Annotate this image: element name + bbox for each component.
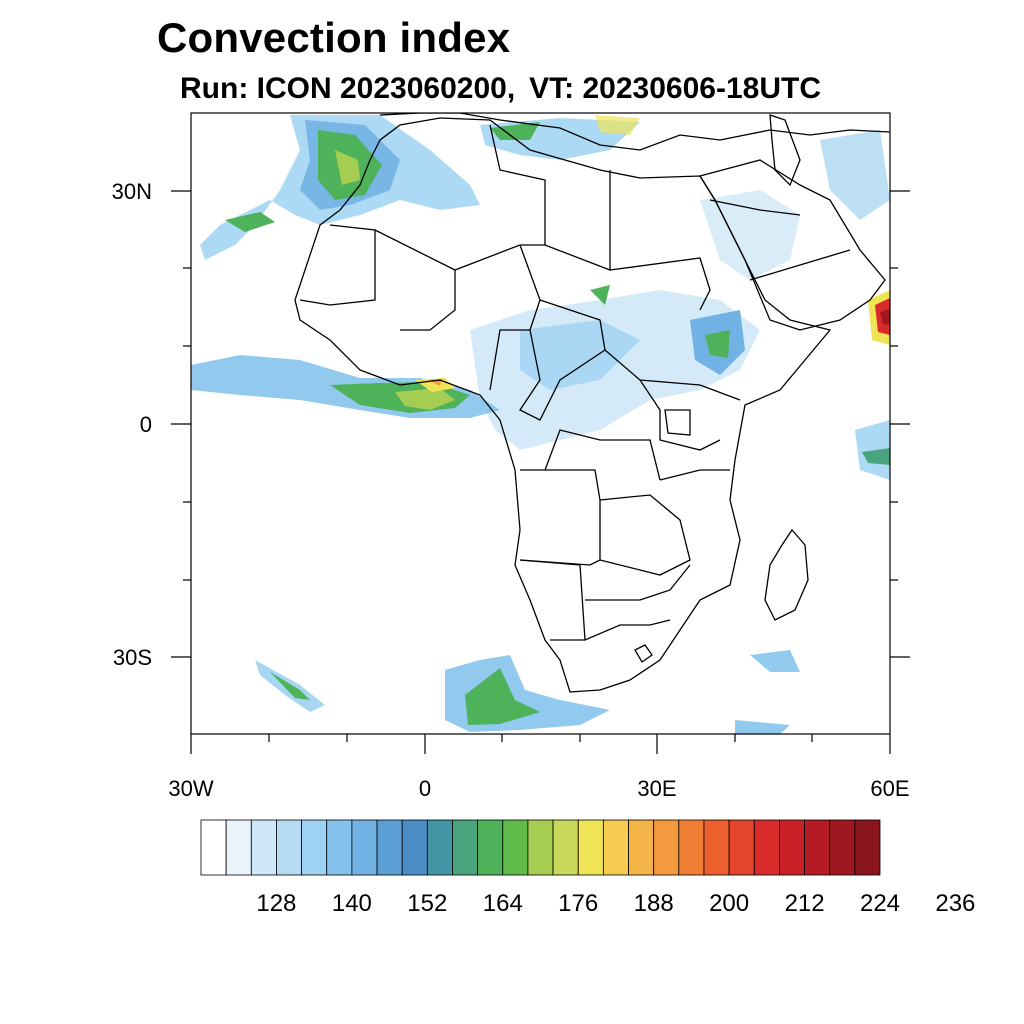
colorbar-tick-label: 164 [482, 890, 523, 917]
colorbar-swatch [678, 819, 705, 876]
country-border [659, 469, 730, 481]
colorbar-tick-label: 200 [709, 890, 750, 917]
colorbar-tick-label: 140 [331, 890, 372, 917]
lat-label-30n: 30N [111, 179, 152, 204]
country-border [519, 329, 606, 421]
coastlines-borders [294, 113, 890, 693]
country-border [489, 124, 546, 245]
colorbar-swatch [401, 819, 428, 876]
caspian-coastline [769, 114, 801, 187]
colorbar-swatch [477, 819, 504, 876]
field-region [270, 672, 310, 700]
europe-coastline [379, 113, 890, 151]
field-region [820, 130, 890, 220]
field-region [855, 420, 890, 480]
colorbar-swatch [653, 819, 680, 876]
country-border [584, 619, 671, 641]
lon-label-0: 0 [418, 776, 432, 801]
field-region [595, 115, 640, 135]
colorbar-tick-label: 188 [633, 890, 674, 917]
colorbar-swatch [502, 819, 529, 876]
lon-label-30w: 30W [168, 776, 214, 801]
lake-victoria [664, 409, 691, 436]
lesotho-border [634, 644, 653, 663]
field-region [395, 388, 455, 410]
field-region [490, 122, 540, 140]
field-region [705, 330, 730, 358]
country-border [599, 494, 691, 576]
lat-label-30s: 30S [112, 645, 152, 670]
colorbar-swatch [577, 819, 604, 876]
field-region [225, 212, 275, 232]
colorbar-swatch [753, 819, 780, 876]
country-border [519, 469, 601, 566]
country-border [749, 249, 851, 281]
colorbar-tick-label: 224 [859, 890, 901, 917]
country-border [519, 559, 586, 641]
country-border [585, 564, 691, 601]
colorbar-tick-label: 236 [935, 890, 976, 917]
colorbar-swatch [779, 819, 805, 876]
colorbar-swatch [326, 819, 353, 876]
field-region [590, 285, 610, 305]
colorbar-swatch [804, 819, 831, 876]
field-region [862, 448, 890, 465]
colorbar-swatch [426, 819, 453, 876]
lat-label-0: 0 [139, 412, 152, 437]
field-region [700, 190, 800, 280]
colorbar [200, 819, 881, 876]
colorbar-swatch [552, 819, 579, 876]
colorbar-tick-label: 128 [256, 890, 297, 917]
colorbar-swatch [527, 819, 554, 876]
colorbar-swatch [351, 819, 378, 876]
axis-ticks [171, 190, 910, 754]
madagascar-coastline [764, 528, 809, 621]
colorbar-swatch [250, 819, 277, 876]
valid-time-label: VT: 20230606-18UTC [529, 72, 821, 105]
field-region [880, 309, 890, 325]
field-region [465, 668, 540, 725]
country-border [374, 170, 611, 271]
colorbar-swatch [854, 819, 881, 876]
country-border [609, 257, 711, 311]
colorbar-swatch [200, 819, 227, 876]
colorbar-swatch [452, 819, 479, 876]
colorbar-swatch [376, 819, 403, 876]
lon-label-30e: 30E [637, 776, 677, 801]
colorbar-tick-label: 152 [407, 890, 448, 917]
field-region [750, 650, 800, 672]
country-border [299, 224, 376, 306]
country-border [400, 270, 456, 331]
field-region [735, 720, 790, 734]
chart-subtitle: Run: ICON 2023060200, VT: 20230606-18UTC [180, 72, 821, 106]
country-border [539, 299, 741, 401]
colorbar-swatch [829, 819, 856, 876]
colorbar-swatch [602, 819, 629, 876]
field-region [520, 320, 640, 390]
colorbar-swatch [703, 819, 730, 876]
colorbar-swatch [628, 819, 655, 876]
colorbar-tick-label: 212 [784, 890, 825, 917]
colorbar-swatch [276, 819, 302, 876]
field-region [335, 150, 360, 185]
run-label: Run: ICON 2023060200, [180, 72, 516, 105]
colorbar-swatch [728, 819, 755, 876]
colorbar-swatch [301, 819, 328, 876]
colorbar-tick-label: 176 [558, 890, 599, 917]
convection-field [191, 115, 890, 734]
country-border [709, 199, 801, 216]
arabia-coastline [698, 159, 886, 331]
country-border [544, 429, 661, 481]
chart-title: Convection index [157, 14, 511, 61]
country-border [639, 379, 721, 451]
lon-label-60e: 60E [870, 776, 910, 801]
colorbar-swatch [225, 819, 252, 876]
